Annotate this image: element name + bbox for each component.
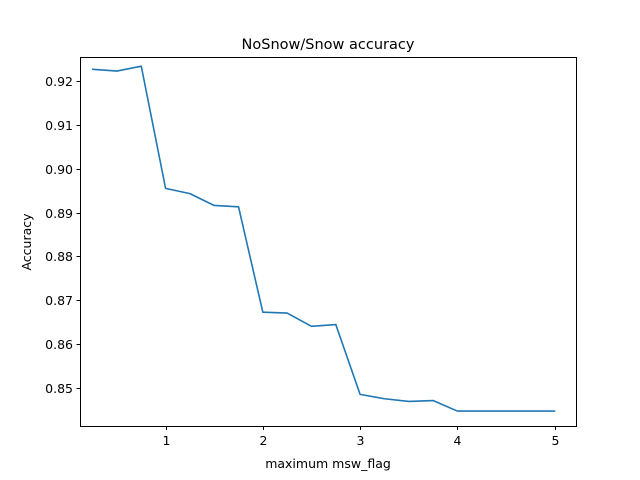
x-tick-label: 3 (357, 433, 365, 448)
y-tick-label: 0.90 (45, 162, 73, 177)
x-tick-label: 4 (454, 433, 462, 448)
y-axis: 0.85 0.86 0.87 0.88 0.89 0.90 0.91 0.92 (45, 74, 81, 396)
chart-title: NoSnow/Snow accuracy (242, 37, 415, 53)
y-tick-label: 0.91 (45, 118, 73, 133)
y-tick-label: 0.87 (45, 293, 73, 308)
x-tick-label: 2 (260, 433, 268, 448)
y-tick-label: 0.89 (45, 206, 73, 221)
plot-area (91, 65, 556, 412)
x-tick-label: 1 (163, 433, 171, 448)
x-tick-label: 5 (552, 433, 560, 448)
series-line (91, 65, 556, 412)
y-tick-label: 0.86 (45, 337, 73, 352)
y-tick-label: 0.85 (45, 381, 73, 396)
y-tick-label: 0.92 (45, 74, 73, 89)
y-axis-label: Accuracy (19, 213, 34, 271)
y-tick-label: 0.88 (45, 249, 73, 264)
axes-frame (80, 57, 577, 427)
x-axis: 1 2 3 4 5 (163, 426, 560, 448)
x-axis-label: maximum msw_flag (265, 456, 391, 471)
